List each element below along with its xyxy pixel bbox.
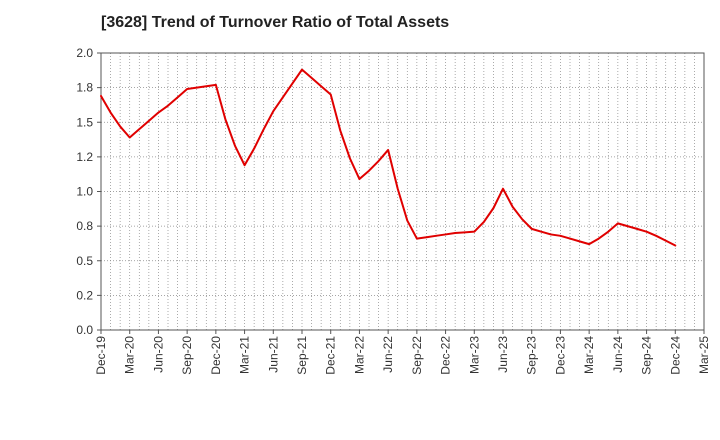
x-tick-label: Mar-23 (467, 336, 481, 374)
x-tick-label: Mar-25 (697, 336, 711, 374)
x-tick-label: Dec-24 (668, 336, 682, 375)
x-tick-label: Jun-22 (381, 336, 395, 373)
x-tick-label: Sep-23 (525, 336, 539, 375)
y-tick-label: 1.0 (76, 185, 93, 199)
y-tick-label: 1.5 (76, 115, 93, 129)
x-tick-label: Mar-21 (238, 336, 252, 374)
y-tick-label: 1.8 (76, 81, 93, 95)
x-tick-label: Sep-22 (410, 336, 424, 375)
y-tick-label: 0.5 (76, 254, 93, 268)
y-tick-label: 0.2 (76, 288, 93, 302)
grid (101, 53, 704, 330)
x-tick-label: Dec-21 (324, 336, 338, 375)
x-tick-label: Sep-20 (180, 336, 194, 375)
x-tick-label: Jun-20 (151, 336, 165, 373)
x-tick-label: Jun-23 (496, 336, 510, 373)
x-tick-label: Dec-19 (94, 336, 108, 375)
y-tick-label: 0.8 (76, 219, 93, 233)
x-tick-label: Dec-22 (439, 336, 453, 375)
y-tick-label: 0.0 (76, 323, 93, 337)
x-tick-label: Jun-24 (611, 336, 625, 373)
x-tick-label: Sep-21 (295, 336, 309, 375)
x-tick-label: Mar-22 (352, 336, 366, 374)
chart-title: [3628] Trend of Turnover Ratio of Total … (101, 14, 450, 31)
x-axis-ticks: Dec-19 Mar-20 Jun-20 Sep-20 Dec-20 Mar-21 Jun-… (94, 330, 711, 375)
y-tick-label: 2.0 (76, 46, 93, 60)
x-tick-label: Mar-20 (123, 336, 137, 374)
x-tick-label: Dec-20 (209, 336, 223, 375)
y-axis-ticks: 0.0 0.2 0.5 0.8 1.0 1.2 1.5 1.8 2.0 (76, 46, 101, 337)
x-tick-label: Jun-21 (266, 336, 280, 373)
series (100, 68, 677, 247)
x-tick-label: Sep-24 (640, 336, 654, 375)
x-tick-label: Dec-23 (553, 336, 567, 375)
x-tick-label: Mar-24 (582, 336, 596, 374)
series-line (100, 68, 677, 247)
y-tick-label: 1.2 (76, 150, 93, 164)
